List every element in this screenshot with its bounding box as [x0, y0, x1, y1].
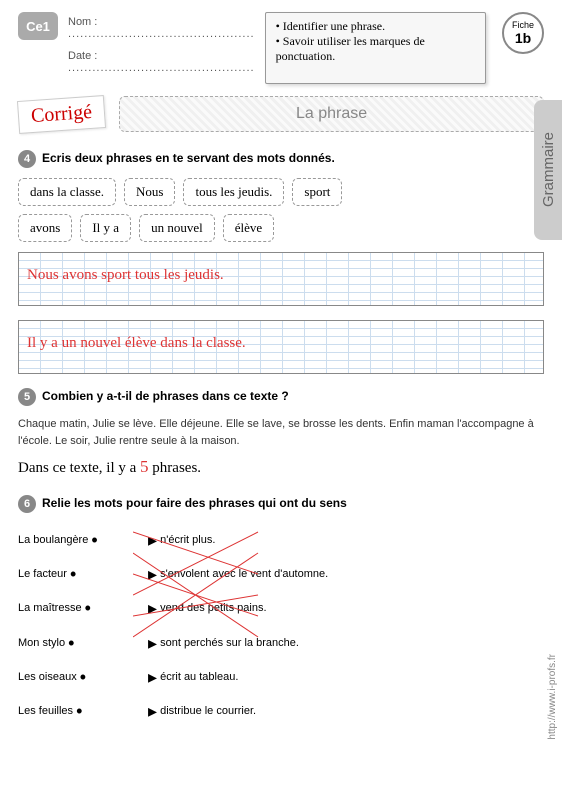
- ex4-instruction: 4Ecris deux phrases en te servant des mo…: [18, 150, 544, 168]
- ex5-answer: Dans ce texte, il y a 5 phrases.: [18, 457, 544, 477]
- match-left-col: La boulangère •Le facteur •La maîtresse …: [18, 523, 148, 728]
- subject-label: Grammaire: [540, 132, 557, 207]
- match-lines: [133, 526, 263, 656]
- ex5-instruction: 5Combien y a-t-il de phrases dans ce tex…: [18, 388, 544, 406]
- name-date-fields: Nom : ..................................…: [68, 12, 255, 84]
- ex4-answer-1: Nous avons sport tous les jeudis.: [18, 252, 544, 306]
- objective-1: Identifier une phrase.: [276, 19, 475, 34]
- date-dots: ........................................…: [68, 62, 255, 74]
- level-badge: Ce1: [18, 12, 58, 40]
- match-right-item: ▸ écrit au tableau.: [148, 660, 378, 694]
- match-left-item: La boulangère •: [18, 523, 148, 557]
- word-box: élève: [223, 214, 274, 242]
- match-left-item: Les feuilles •: [18, 694, 148, 728]
- match-right-item: ▸ distribue le courrier.: [148, 694, 378, 728]
- match-left-item: La maîtresse •: [18, 591, 148, 625]
- match-left-item: Les oiseaux •: [18, 660, 148, 694]
- fiche-num: 1b: [515, 30, 531, 46]
- word-box: Il y a: [80, 214, 131, 242]
- ex5-text: Chaque matin, Julie se lève. Elle déjeun…: [18, 416, 544, 449]
- ex4-answer-2: Il y a un nouvel élève dans la classe.: [18, 320, 544, 374]
- worksheet-title: La phrase: [119, 96, 544, 132]
- word-box: un nouvel: [139, 214, 215, 242]
- ex4-word-row-1: dans la classe. Nous tous les jeudis. sport: [18, 178, 544, 206]
- ex6-match: La boulangère •Le facteur •La maîtresse …: [18, 523, 544, 728]
- objective-2: Savoir utiliser les marques de ponctuati…: [276, 34, 475, 64]
- ex6-instruction: 6Relie les mots pour faire des phrases q…: [18, 495, 544, 513]
- fiche-badge: Fiche 1b: [502, 12, 544, 54]
- word-box: sport: [292, 178, 342, 206]
- ex4-num: 4: [18, 150, 36, 168]
- credit-text: http://www.i-profs.fr: [547, 654, 558, 740]
- ex4-word-row-2: avons Il y a un nouvel élève: [18, 214, 544, 242]
- date-label: Date :: [68, 50, 97, 62]
- word-box: Nous: [124, 178, 175, 206]
- word-box: tous les jeudis.: [183, 178, 284, 206]
- nom-dots: ........................................…: [68, 28, 255, 40]
- ex6-num: 6: [18, 495, 36, 513]
- word-box: dans la classe.: [18, 178, 116, 206]
- ex5-num: 5: [18, 388, 36, 406]
- subject-tab: Grammaire: [534, 100, 562, 240]
- nom-label: Nom :: [68, 16, 97, 28]
- corrige-stamp: Corrigé: [17, 95, 106, 134]
- word-box: avons: [18, 214, 72, 242]
- objectives-box: Identifier une phrase. Savoir utiliser l…: [265, 12, 486, 84]
- fiche-label: Fiche: [512, 20, 534, 30]
- match-left-item: Mon stylo •: [18, 626, 148, 660]
- match-left-item: Le facteur •: [18, 557, 148, 591]
